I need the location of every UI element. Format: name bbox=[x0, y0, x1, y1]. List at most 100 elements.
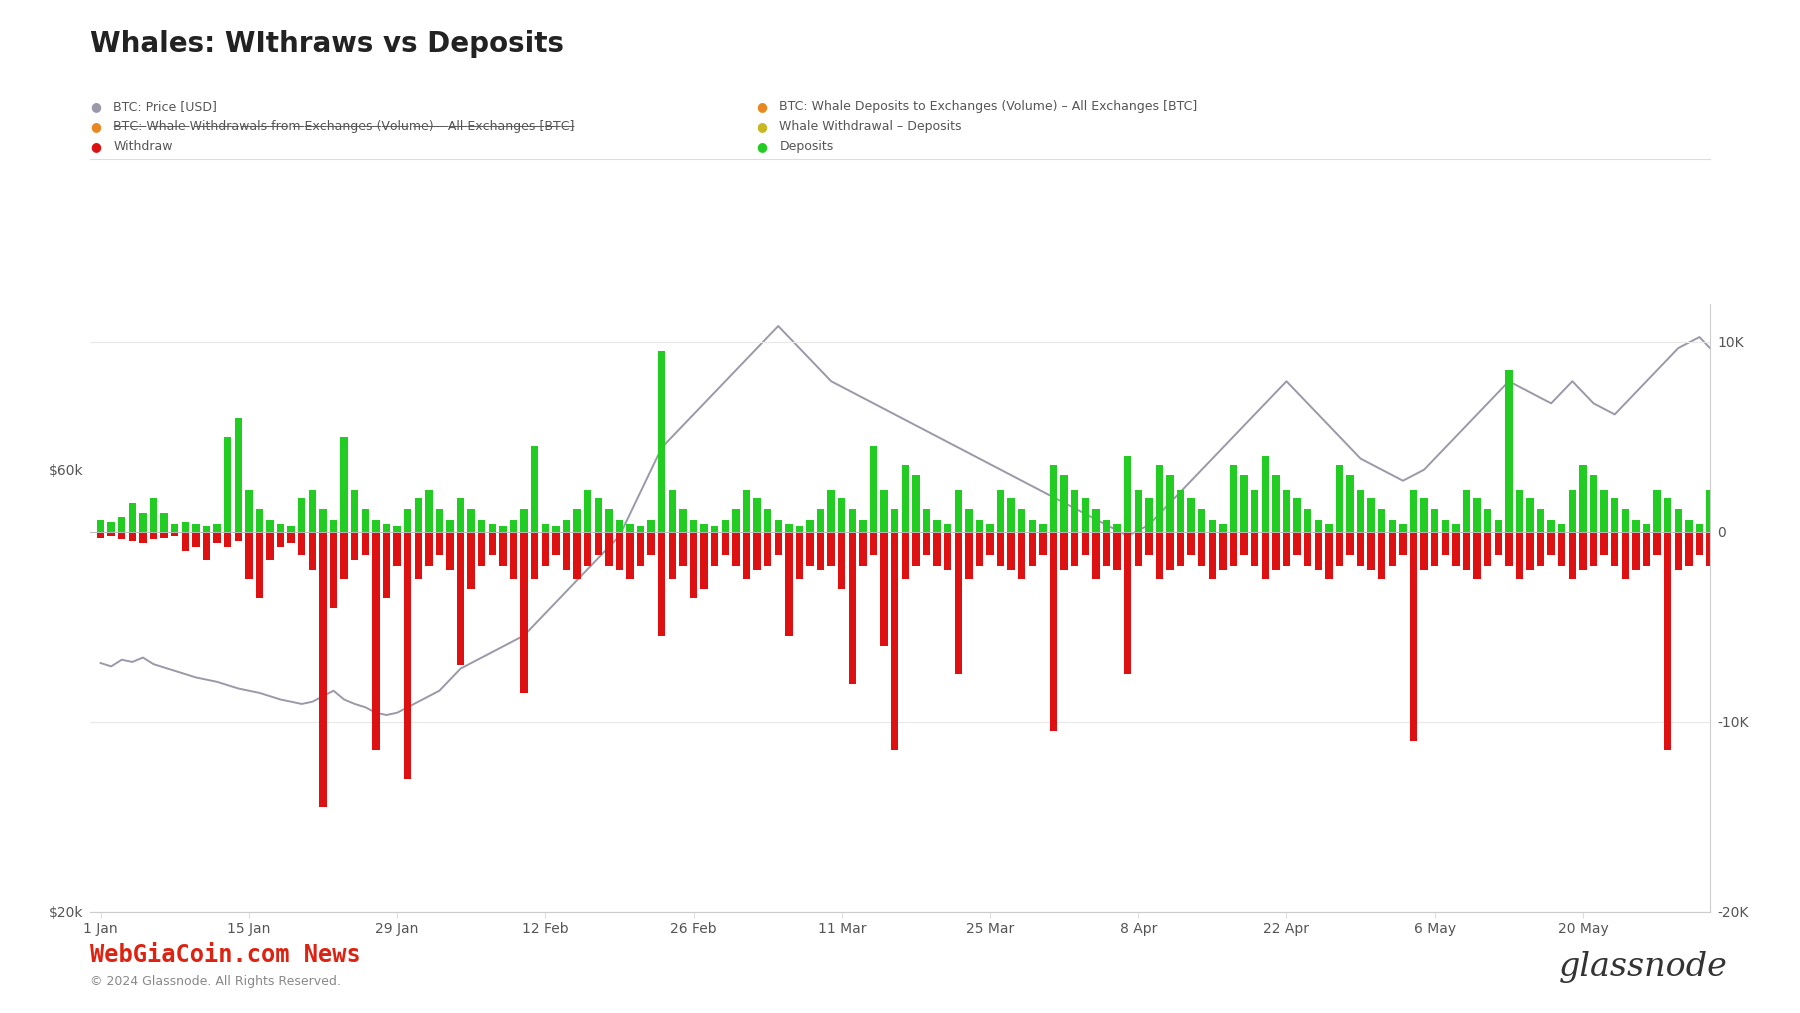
Bar bbox=[436, 532, 443, 555]
Bar bbox=[1262, 456, 1269, 532]
Bar bbox=[394, 532, 401, 566]
Bar bbox=[425, 490, 432, 532]
Bar bbox=[880, 532, 887, 646]
Bar bbox=[160, 532, 167, 538]
Bar bbox=[594, 532, 601, 555]
Bar bbox=[1123, 532, 1132, 675]
Bar bbox=[976, 521, 983, 532]
Bar bbox=[1273, 532, 1280, 569]
Bar bbox=[1166, 532, 1174, 569]
Bar bbox=[1568, 490, 1577, 532]
Bar bbox=[351, 490, 358, 532]
Bar bbox=[468, 509, 475, 532]
Bar bbox=[1633, 521, 1640, 532]
Bar bbox=[869, 447, 877, 532]
Bar bbox=[214, 532, 221, 543]
Bar bbox=[1399, 532, 1406, 555]
Bar bbox=[1346, 475, 1354, 532]
Bar bbox=[299, 497, 306, 532]
Bar bbox=[1188, 532, 1195, 555]
Bar bbox=[679, 532, 686, 566]
Bar bbox=[457, 497, 464, 532]
Bar bbox=[308, 532, 317, 569]
Bar bbox=[1336, 465, 1343, 532]
Text: Whale Withdrawal – Deposits: Whale Withdrawal – Deposits bbox=[779, 121, 961, 133]
Bar bbox=[1368, 532, 1375, 569]
Bar bbox=[1600, 532, 1607, 555]
Bar bbox=[245, 490, 252, 532]
Bar bbox=[319, 509, 326, 532]
Bar bbox=[1579, 465, 1586, 532]
Bar bbox=[288, 526, 295, 532]
Bar bbox=[1537, 532, 1544, 566]
Bar bbox=[1325, 525, 1332, 532]
Bar bbox=[1294, 497, 1301, 532]
Bar bbox=[1028, 521, 1037, 532]
Bar bbox=[1453, 532, 1460, 566]
Bar bbox=[1654, 490, 1661, 532]
Bar bbox=[1663, 532, 1672, 751]
Bar bbox=[1622, 509, 1629, 532]
Bar bbox=[880, 490, 887, 532]
Bar bbox=[700, 525, 707, 532]
Bar bbox=[689, 532, 697, 599]
Bar bbox=[700, 532, 707, 589]
Text: ●: ● bbox=[90, 100, 101, 112]
Bar bbox=[626, 532, 634, 579]
Bar bbox=[1049, 465, 1057, 532]
Bar bbox=[520, 509, 527, 532]
Bar bbox=[1600, 490, 1607, 532]
Bar bbox=[1759, 532, 1766, 566]
Bar bbox=[1019, 509, 1026, 532]
Bar bbox=[1008, 497, 1015, 532]
Text: WebGiaCoin.com News: WebGiaCoin.com News bbox=[90, 943, 360, 967]
Bar bbox=[583, 532, 592, 566]
Text: Deposits: Deposits bbox=[779, 141, 833, 153]
Bar bbox=[1483, 532, 1492, 566]
Bar bbox=[689, 521, 697, 532]
Bar bbox=[1611, 497, 1618, 532]
Bar bbox=[1548, 532, 1555, 555]
Bar bbox=[997, 490, 1004, 532]
Bar bbox=[605, 509, 612, 532]
Bar bbox=[902, 532, 909, 579]
Bar bbox=[479, 532, 486, 566]
Bar bbox=[785, 525, 792, 532]
Bar bbox=[479, 521, 486, 532]
Bar bbox=[1071, 490, 1078, 532]
Bar bbox=[913, 475, 920, 532]
Bar bbox=[1166, 475, 1174, 532]
Bar bbox=[848, 509, 857, 532]
Bar bbox=[1526, 532, 1534, 569]
Text: ●: ● bbox=[90, 141, 101, 153]
Bar bbox=[1759, 417, 1766, 532]
Bar bbox=[1039, 525, 1046, 532]
Bar bbox=[266, 532, 274, 560]
Text: ●: ● bbox=[90, 121, 101, 133]
Bar bbox=[1303, 509, 1312, 532]
Bar bbox=[1093, 509, 1100, 532]
Bar bbox=[288, 532, 295, 543]
Bar bbox=[1453, 525, 1460, 532]
Bar bbox=[139, 532, 146, 543]
Bar bbox=[277, 525, 284, 532]
Bar bbox=[817, 509, 824, 532]
Bar bbox=[1728, 532, 1735, 569]
Bar bbox=[594, 497, 601, 532]
Bar bbox=[563, 532, 571, 569]
Bar bbox=[806, 521, 814, 532]
Bar bbox=[1229, 532, 1237, 566]
Bar bbox=[1696, 525, 1703, 532]
Text: BTC: Whale Deposits to Exchanges (Volume) – All Exchanges [BTC]: BTC: Whale Deposits to Exchanges (Volume… bbox=[779, 100, 1197, 112]
Bar bbox=[1294, 532, 1301, 555]
Bar bbox=[509, 521, 517, 532]
Bar bbox=[266, 521, 274, 532]
Bar bbox=[1409, 532, 1417, 741]
Text: Withdraw: Withdraw bbox=[113, 141, 173, 153]
Bar bbox=[403, 532, 412, 779]
Bar bbox=[362, 532, 369, 555]
Bar bbox=[626, 525, 634, 532]
Bar bbox=[679, 509, 686, 532]
Bar bbox=[149, 497, 157, 532]
Bar bbox=[891, 532, 898, 751]
